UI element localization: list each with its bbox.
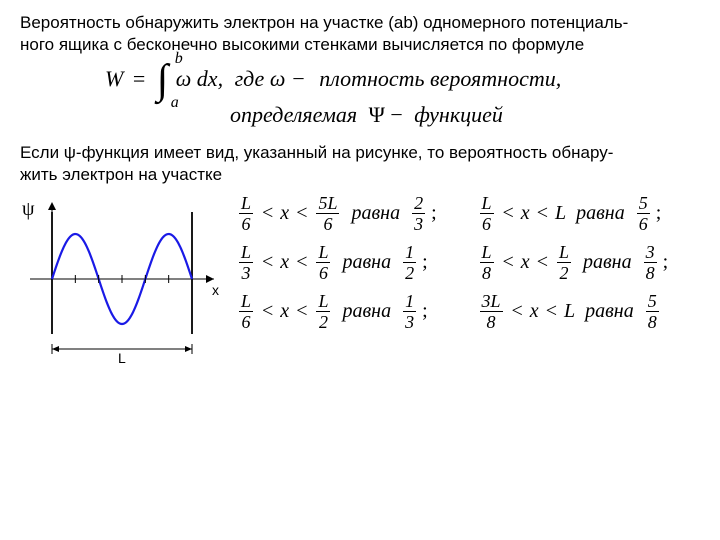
formula-psi: Ψ − [363,102,409,127]
opt3-ravna: равна [336,251,397,274]
lt-icon: < [543,300,560,323]
opt5-high: L2 [316,292,330,331]
opt4-result: 38 [644,243,657,282]
svg-text:L: L [118,350,126,364]
opt5-ravna: равна [336,300,397,323]
opt5-result: 13 [403,292,416,331]
opt4-x: x [521,251,530,274]
opt1-high: 5L6 [316,194,339,233]
formula-W: W [105,66,123,91]
mid-line1: Если ψ-функция имеет вид, указанный на р… [20,143,613,162]
lt-icon: < [293,202,310,225]
wavefunction-graph: xL [20,194,220,364]
lt-icon: < [293,300,310,323]
mid-line2: жить электрон на участке [20,165,222,184]
opt1-x: x [280,202,289,225]
opt6-result: 58 [646,292,659,331]
lt-icon: < [259,300,276,323]
opt2-x: x [521,202,530,225]
lt-icon: < [500,251,517,274]
formula-defined: определяемая [230,102,357,127]
option-6: 3L8<x<Lравна58 [478,292,701,331]
opt3-high: L6 [316,243,330,282]
opt1-low: L6 [239,194,253,233]
lt-icon: < [259,202,276,225]
opt6-low: 3L8 [480,292,503,331]
opt6-ravna: равна [579,300,640,323]
opt3-x: x [280,251,289,274]
lt-icon: < [293,251,310,274]
lt-icon: < [509,300,526,323]
option-2: L6<x<Lравна56; [478,194,701,233]
opt3-result: 12 [403,243,416,282]
opt5-x: x [280,300,289,323]
graph-container: ψ xL [20,194,225,369]
opt2-tail: ; [656,202,662,225]
option-1: L6 <x<5L6 равна 23; [237,194,460,233]
formula-line1: W = b ∫ a ω dx, где ω − плотность вероят… [20,62,700,100]
psi-axis-label: ψ [22,198,35,221]
opt5-tail: ; [422,300,428,323]
lt-icon: < [534,202,551,225]
intro-line1: Вероятность обнаружить электрон на участ… [20,13,628,32]
formula-integrand: ω dx, [176,66,223,91]
opt1-result: 23 [412,194,425,233]
opt4-tail: ; [663,251,669,274]
opt3-low: L3 [239,243,253,282]
formula-func: функцией [414,102,503,127]
opt1-ravna: равна [345,202,406,225]
opt2-high: L [555,202,566,225]
option-4: L8 <x< L2 равна 38; [478,243,701,282]
formula-where: где ω − [229,66,306,91]
lt-icon: < [534,251,551,274]
integral-lower: a [171,94,179,112]
opt4-low: L8 [480,243,494,282]
formula-line2: определяемая Ψ − функцией [20,102,700,128]
opt6-x: x [530,300,539,323]
formula-density: плотность вероятности, [311,66,561,91]
opt1-tail: ; [431,202,437,225]
formula-block: W = b ∫ a ω dx, где ω − плотность вероят… [20,62,700,128]
opt2-ravna: равна [570,202,631,225]
opt2-low: L6 [480,194,494,233]
options-grid: L6<x<5L6равна23;L6<x<Lравна56;L3<x<L6рав… [237,194,700,331]
opt3-tail: ; [422,251,428,274]
integral-symbol: b ∫ a [157,62,169,100]
lt-icon: < [259,251,276,274]
formula-eq: = [129,66,149,91]
svg-text:x: x [212,282,219,298]
intro-line2: ного ящика с бесконечно высокими стенкам… [20,35,584,54]
option-3: L3 <x< L6 равна 12; [237,243,460,282]
opt5-low: L6 [239,292,253,331]
opt4-high: L2 [557,243,571,282]
integral-upper: b [175,50,183,68]
opt4-ravna: равна [577,251,638,274]
opt2-result: 56 [637,194,650,233]
opt6-high: L [564,300,575,323]
intro-text: Вероятность обнаружить электрон на участ… [20,12,700,56]
lt-icon: < [500,202,517,225]
mid-text: Если ψ-функция имеет вид, указанный на р… [20,142,700,186]
option-5: L6 <x< L2 равна 13; [237,292,460,331]
